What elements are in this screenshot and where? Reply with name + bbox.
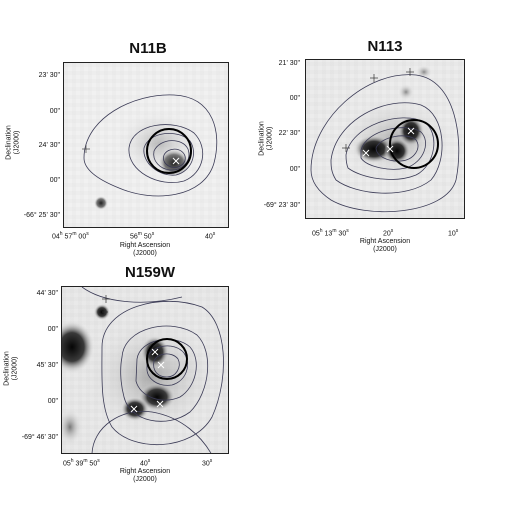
panel-title-n11b: N11B — [129, 40, 167, 57]
ytick-n159w-0: 44' 30" — [36, 290, 58, 297]
xlabel-n159w: Right Ascension — [119, 468, 171, 475]
image-frame-n11b — [63, 62, 229, 228]
xlabel-sub-n11b: (J2000) — [133, 250, 157, 257]
xtick-n159w-2: 30s — [202, 458, 213, 468]
xlabel-sub-n113: (J2000) — [373, 246, 397, 253]
xtick-n113-1: 20s — [383, 228, 394, 238]
xtick-n159w-0: 05h 39m 50s — [63, 458, 100, 468]
ytick-n159w-3: 00" — [47, 398, 58, 405]
ytick-n11b-4: -66° 25' 30" — [23, 212, 60, 219]
ylabel-sub-n113: (J2000) — [266, 126, 274, 151]
ylabel-sub-n11b: (J2000) — [13, 130, 21, 155]
panel-title-n159w: N159W — [124, 264, 176, 281]
xlabel-n113: Right Ascension — [359, 238, 411, 245]
sky-image-n113 — [310, 65, 460, 213]
image-frame-n159w — [61, 286, 229, 454]
ytick-n113-3: 00" — [289, 166, 300, 173]
ylabel-n159w: Declination — [3, 351, 11, 386]
sky-image-n159w — [62, 287, 224, 453]
panel-title-n113: N113 — [367, 38, 403, 55]
xlabel-sub-n159w: (J2000) — [133, 476, 157, 483]
xtick-n113-2: 10s — [448, 228, 459, 238]
xtick-n11b-1: 56m 50s — [130, 231, 155, 241]
xlabel-n11b: Right Ascension — [119, 242, 171, 249]
ylabel-n113: Declination — [258, 121, 266, 156]
xtick-n159w-1: 40s — [140, 458, 151, 468]
ylabel-n11b: Declination — [5, 125, 13, 160]
ytick-n113-2: 22' 30" — [278, 130, 300, 137]
ytick-n159w-2: 45' 30" — [36, 362, 58, 369]
ytick-n11b-2: 24' 30" — [38, 142, 60, 149]
image-frame-n113 — [305, 59, 465, 219]
ytick-n11b-0: 23' 30" — [38, 72, 60, 79]
ytick-n113-4: -69° 23' 30" — [263, 202, 300, 209]
ytick-n159w-4: -69° 46' 30" — [21, 434, 58, 441]
ytick-n113-0: 21' 30" — [278, 60, 300, 67]
ytick-n11b-1: 00" — [49, 108, 60, 115]
xtick-n113-0: 05h 13m 30s — [312, 228, 349, 238]
ytick-n159w-1: 00" — [47, 326, 58, 333]
xtick-n11b-2: 40s — [205, 231, 216, 241]
ytick-n113-1: 00" — [289, 95, 300, 102]
ylabel-sub-n159w: (J2000) — [11, 356, 19, 381]
ytick-n11b-3: 00" — [49, 177, 60, 184]
sky-image-n11b — [82, 94, 218, 210]
xtick-n11b-0: 04h 57m 00s — [52, 231, 89, 241]
